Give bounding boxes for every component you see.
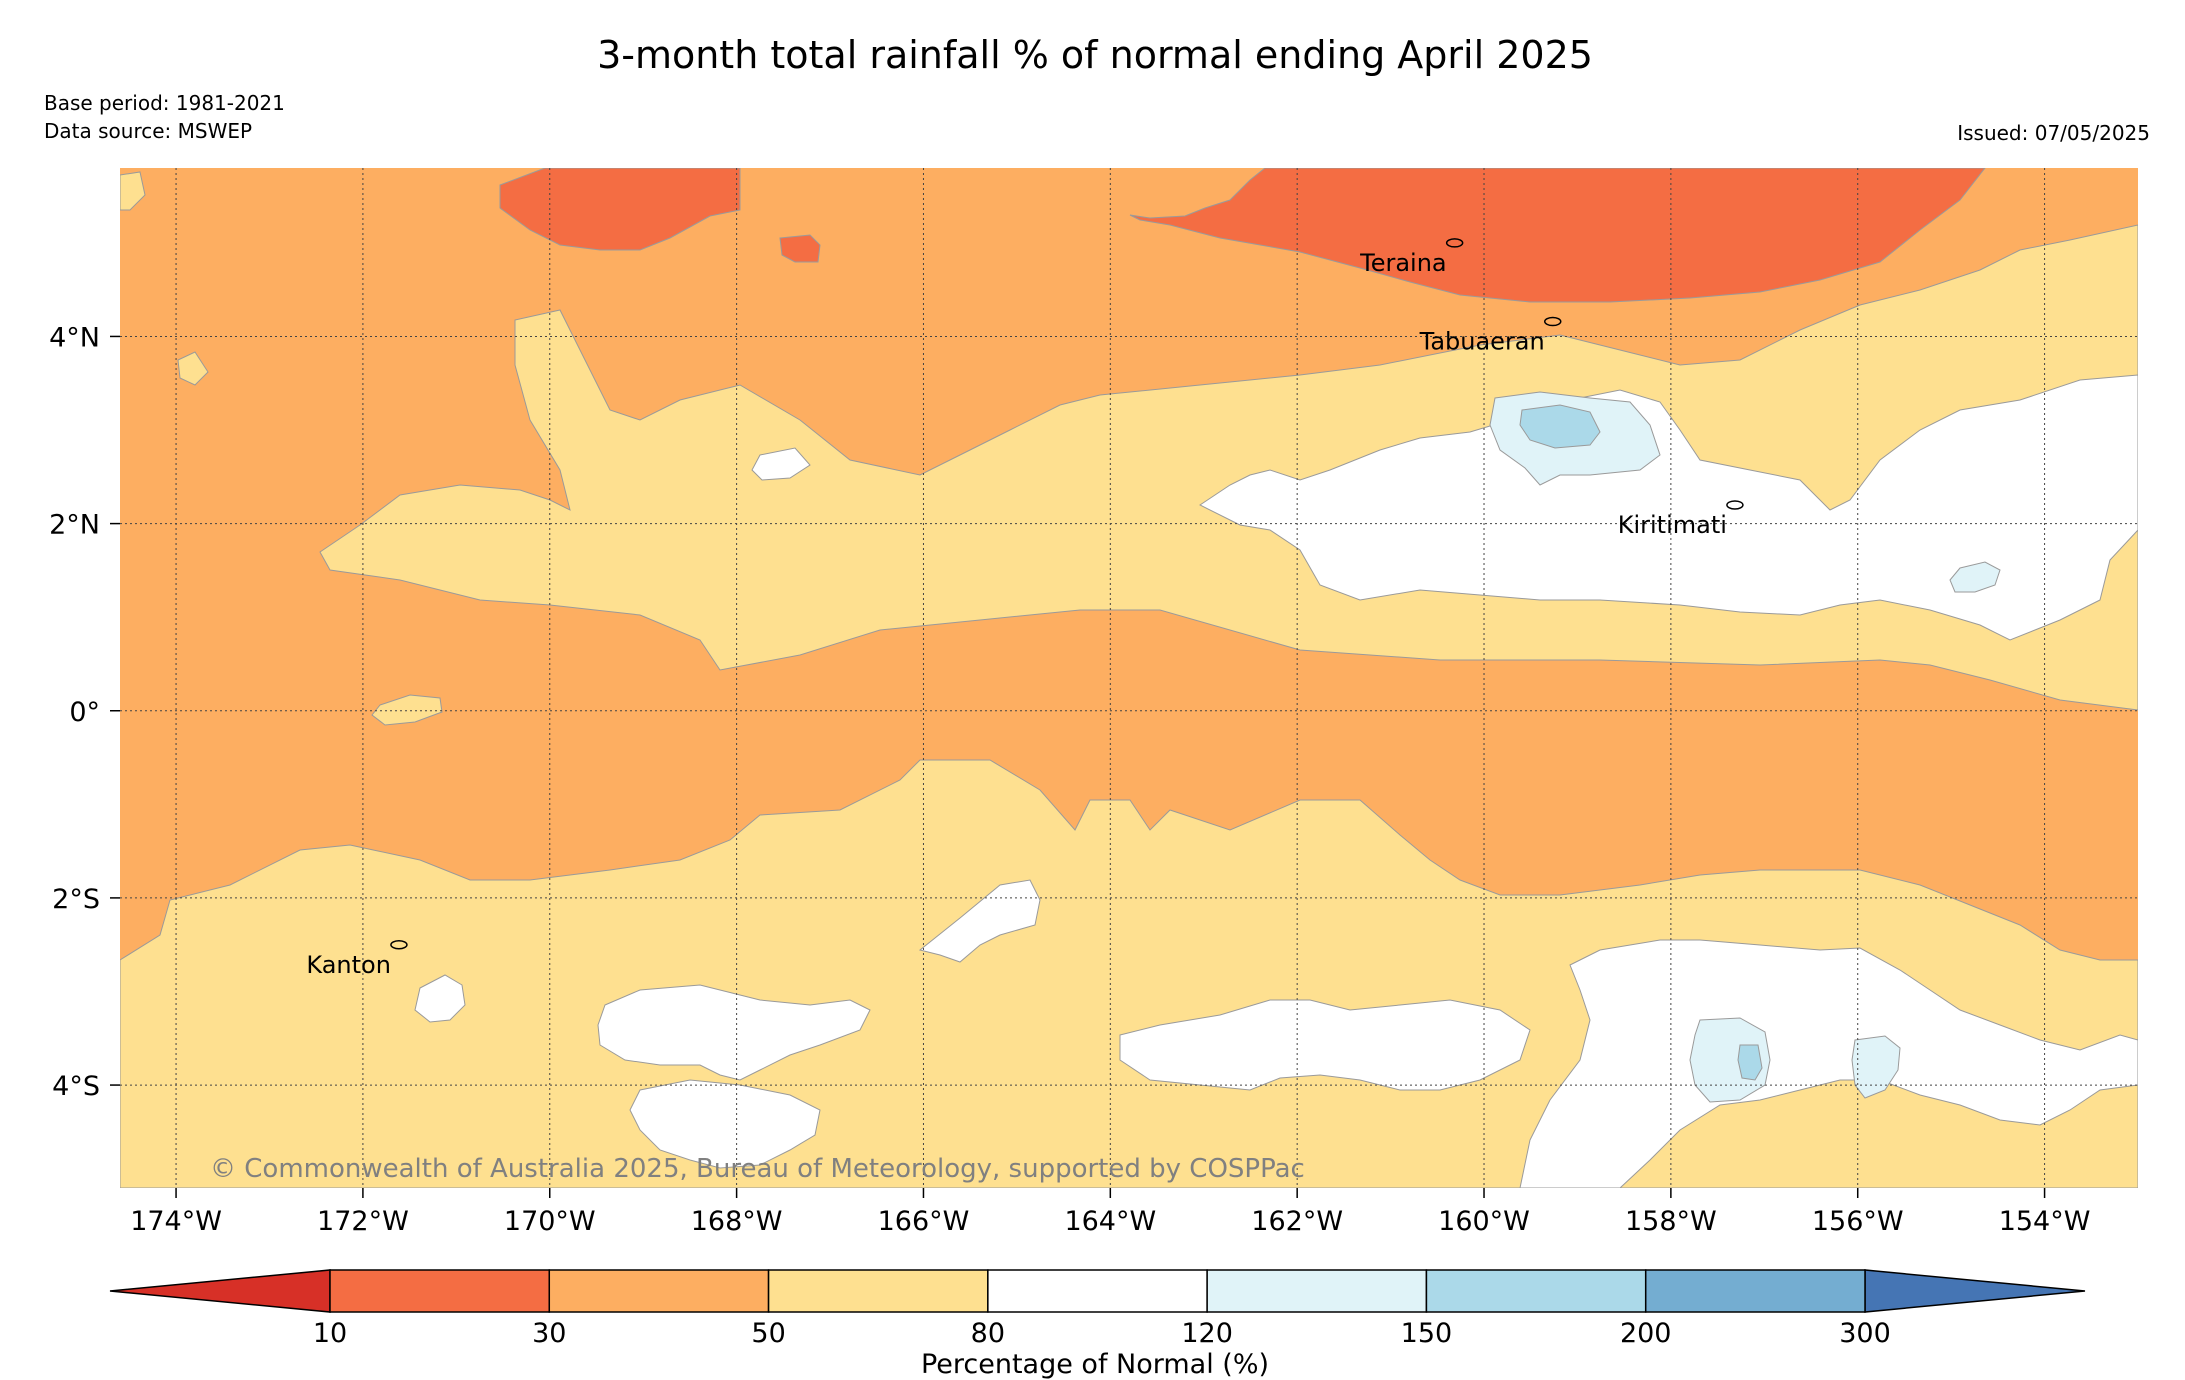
colorbar-segment-2	[767, 1269, 989, 1313]
colorbar-tick-5: 150	[1401, 1318, 1453, 1349]
place-label-1: Tabuaeran	[1419, 328, 1545, 356]
map-panel	[120, 168, 2138, 1188]
rainfall-zone-80-120-central	[1199, 374, 2138, 641]
lat-tick-label-1: 2°N	[49, 510, 100, 541]
rainfall-zone-150-200-southeast-a	[1737, 1044, 1763, 1081]
colorbar-under-arrow	[109, 1269, 331, 1313]
lon-tick-label-8: 158°W	[1625, 1206, 1717, 1237]
colorbar-segment-6	[1644, 1269, 1866, 1313]
island-outline-2	[1726, 500, 1744, 510]
lat-tick-label-2: 0°	[69, 697, 100, 728]
rainfall-zone-50-80-west-blob	[371, 694, 443, 726]
colorbar-label: Percentage of Normal (%)	[921, 1349, 1269, 1380]
place-label-2: Kiritimati	[1618, 511, 1727, 539]
colorbar-tick-6: 200	[1620, 1318, 1672, 1349]
longitude-ticks: 174°W 172°W 170°W 168°W 166°W 164°W 162°W 160°W…	[130, 1188, 2090, 1237]
colorbar-tick-4: 120	[1181, 1318, 1233, 1349]
colorbar-tick-2: 50	[751, 1318, 785, 1349]
rainfall-zone-80-120-south-middle	[1119, 999, 1531, 1091]
rainfall-zone-80-120-north-blob	[751, 447, 811, 481]
lon-tick-label-4: 166°W	[878, 1206, 970, 1237]
data-source-text: Data source: MSWEP	[44, 119, 252, 143]
colorbar-segment-5	[1425, 1269, 1647, 1313]
colorbar-segment-3	[987, 1269, 1208, 1313]
lon-tick-label-9: 156°W	[1812, 1206, 1904, 1237]
rainfall-zone-50-80-nw-small	[177, 351, 209, 386]
rainfall-zone-80-120-southeast	[1519, 939, 2138, 1188]
lon-tick-label-2: 170°W	[504, 1206, 596, 1237]
colorbar-segment-1	[548, 1269, 770, 1313]
lat-tick-label-0: 4°N	[49, 322, 100, 353]
lat-tick-label-4: 4°S	[52, 1071, 100, 1102]
rainfall-zone-50-80-northwest-blob	[120, 171, 146, 211]
map-title: 3-month total rainfall % of normal endin…	[597, 33, 1593, 77]
rainfall-zone-80-120-south-west-blob	[918, 879, 1041, 963]
rainfall-zone-120-150-east	[1949, 561, 2001, 593]
colorbar: 10 30 50 80 120 150 200 300	[109, 1269, 2086, 1349]
issued-date-text: Issued: 07/05/2025	[1957, 121, 2150, 145]
rainfall-zone-120-150-southeast-a	[1689, 1017, 1771, 1103]
rainfall-zone-10-30-northwest	[499, 168, 741, 251]
rainfall-zone-80-120-south-central	[597, 984, 871, 1081]
rainfall-zone-10-30-patch	[779, 234, 821, 263]
lon-tick-label-6: 162°W	[1251, 1206, 1343, 1237]
copyright-text: © Commonwealth of Australia 2025, Bureau…	[210, 1154, 1305, 1184]
latitude-ticks: 4°N 2°N 0° 2°S 4°S	[49, 322, 120, 1102]
place-label-3: Kanton	[306, 951, 391, 979]
colorbar-over-arrow	[1864, 1269, 2086, 1313]
colorbar-tick-1: 30	[532, 1318, 566, 1349]
rainfall-zone-150-200-tabuaeran	[1519, 404, 1601, 449]
map-gridlines	[120, 168, 2138, 1188]
lat-tick-label-3: 2°S	[52, 884, 100, 915]
colorbar-tick-7: 300	[1839, 1318, 1891, 1349]
colorbar-segment-4	[1206, 1269, 1428, 1313]
map-places: Teraina Tabuaeran Kiritimati Kanton	[306, 238, 1744, 979]
lon-tick-label-3: 168°W	[691, 1206, 783, 1237]
lon-tick-label-0: 174°W	[130, 1206, 222, 1237]
island-outline-1	[1543, 316, 1562, 327]
rainfall-zone-80-120-kanton	[414, 974, 466, 1023]
base-period-text: Base period: 1981-2021	[44, 91, 285, 115]
rainfall-zone-10-30-north	[1129, 168, 1986, 303]
rainfall-zone-80-120-south-lower	[629, 1079, 821, 1169]
place-label-0: Teraina	[1359, 249, 1447, 277]
lon-tick-label-1: 172°W	[317, 1206, 409, 1237]
lon-tick-label-5: 164°W	[1064, 1206, 1156, 1237]
lon-tick-label-10: 154°W	[1999, 1206, 2091, 1237]
island-outline-3	[390, 940, 408, 950]
lon-tick-label-7: 160°W	[1438, 1206, 1530, 1237]
colorbar-segment-0	[329, 1269, 551, 1313]
rainfall-zone-120-150-southeast-b	[1851, 1035, 1901, 1099]
colorbar-tick-3: 80	[971, 1318, 1005, 1349]
colorbar-tick-0: 10	[313, 1318, 347, 1349]
island-outline-0	[1445, 238, 1464, 248]
